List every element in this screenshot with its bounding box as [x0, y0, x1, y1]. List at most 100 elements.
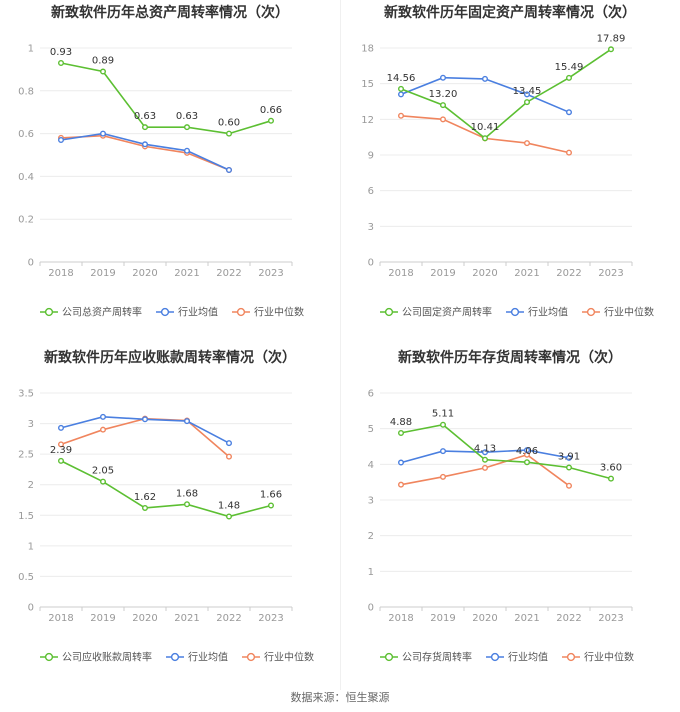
data-label: 13.20: [429, 89, 458, 100]
data-point-avg: [398, 91, 405, 98]
legend-label-median: 行业中位数: [584, 651, 634, 664]
chart-total-asset-turnover: 新致软件历年总资产周转率情况（次） 0 0.2 0.4 0.6 0.8 1 2018 2019…: [0, 0, 340, 345]
x-tick-label: 2021: [174, 613, 199, 624]
data-point-avg: [99, 130, 106, 137]
data-point-avg: [565, 109, 572, 116]
data-point-median: [523, 140, 530, 147]
x-tick-label: 2019: [430, 268, 455, 279]
chart-plot-0: 0 0.2 0.4 0.6 0.8 1 2018 2019 2020 2021 2022 2023 0.…: [18, 44, 304, 319]
legend-label-company: 公司固定资产周转率: [402, 306, 492, 319]
x-tick-label: 2020: [472, 613, 497, 624]
chart-title: 新致软件历年存货周转率情况（次）: [398, 350, 622, 366]
data-point-avg: [183, 418, 190, 425]
data-point-company: [481, 135, 488, 142]
x-tick-label: 2023: [258, 613, 283, 624]
y-tick-label: 0: [28, 603, 34, 614]
legend-marker-median: [566, 652, 576, 662]
x-tick-label: 2022: [556, 613, 581, 624]
y-tick-label: 15: [361, 79, 374, 90]
legend-label-median: 行业中位数: [254, 306, 304, 319]
y-tick-label: 3: [368, 496, 374, 507]
y-tick-label: 4: [368, 460, 374, 471]
chart-fixed-asset-turnover: 新致软件历年固定资产周转率情况（次） 0 3 6 9 12 15 18 2018 2019 202…: [340, 0, 680, 345]
data-point-company: [183, 501, 190, 508]
data-label: 0.63: [176, 111, 198, 122]
series-line-company: [60, 62, 272, 135]
series-line-company: [60, 460, 272, 518]
x-tick-label: 2018: [48, 268, 73, 279]
data-point-company: [523, 99, 530, 106]
y-tick-label: 2: [368, 531, 374, 542]
data-label: 3.91: [558, 452, 580, 463]
data-point-company: [268, 117, 275, 124]
series-line-company: [400, 423, 612, 480]
data-point-avg: [523, 447, 530, 454]
data-label: 1.66: [260, 490, 282, 501]
chart-inventory-turnover: 新致软件历年存货周转率情况（次） 0 1 2 3 4 5 6 2018 2019 2020 2021…: [340, 345, 680, 690]
x-tick-label: 2023: [258, 268, 283, 279]
data-point-median: [565, 482, 572, 489]
data-point-avg: [99, 413, 106, 420]
data-label: 10.41: [471, 122, 500, 133]
data-point-company: [99, 478, 106, 485]
data-point-company: [608, 475, 615, 482]
y-tick-label: 3: [368, 222, 374, 233]
x-tick-label: 2019: [90, 268, 115, 279]
data-point-company: [439, 102, 446, 109]
data-point-avg: [58, 137, 65, 144]
x-tick-label: 2023: [598, 613, 623, 624]
chart-plot-2: 0 0.5 1 1.5 2 2.5 3 3.5 2018 2019 2020 2021 2022 2023…: [18, 389, 314, 664]
data-label: 1.68: [176, 488, 198, 499]
data-label: 17.89: [597, 33, 626, 44]
legend-marker-avg: [510, 307, 520, 317]
chart-plot-1: 0 3 6 9 12 15 18 2018 2019 2020 2021 2022 2023 14.56 1…: [361, 33, 654, 319]
data-point-avg: [141, 416, 148, 423]
series-line-avg: [60, 132, 230, 171]
data-label: 4.88: [390, 417, 412, 428]
y-tick-label: 0.4: [18, 172, 34, 183]
legend-label-avg: 行业均值: [188, 651, 228, 664]
legend-marker-median: [586, 307, 596, 317]
x-tick-label: 2020: [472, 268, 497, 279]
legend-marker-median: [246, 652, 256, 662]
data-label: 15.49: [555, 62, 584, 73]
data-source-footer: 数据来源：恒生聚源: [290, 691, 390, 704]
data-label: 1.48: [218, 501, 240, 512]
y-tick-label: 0.8: [18, 86, 34, 97]
data-point-company: [565, 464, 572, 471]
x-tick-label: 2020: [132, 613, 157, 624]
data-point-avg: [481, 75, 488, 82]
data-point-median: [58, 441, 65, 448]
data-point-avg: [225, 166, 232, 173]
data-point-company: [225, 513, 232, 520]
data-label: 13.45: [513, 86, 542, 97]
data-point-company: [608, 46, 615, 53]
series-line-company: [400, 48, 612, 140]
data-label: 14.56: [387, 73, 416, 84]
y-tick-label: 0.5: [18, 572, 34, 583]
y-tick-label: 6: [368, 186, 374, 197]
data-point-avg: [398, 459, 405, 466]
y-tick-label: 5: [368, 424, 374, 435]
data-point-company: [99, 68, 106, 75]
chart-title: 新致软件历年总资产周转率情况（次）: [51, 5, 289, 21]
data-point-avg: [481, 449, 488, 456]
legend-label-avg: 行业均值: [528, 306, 568, 319]
series-line-avg: [400, 76, 570, 113]
y-tick-label: 3: [28, 419, 34, 430]
data-point-avg: [439, 74, 446, 81]
x-tick-label: 2018: [388, 613, 413, 624]
legend-marker-company: [44, 307, 54, 317]
data-point-avg: [225, 440, 232, 447]
x-tick-label: 2019: [430, 613, 455, 624]
data-point-company: [523, 459, 530, 466]
y-tick-label: 0: [368, 258, 374, 269]
data-point-avg: [183, 147, 190, 154]
y-tick-label: 3.5: [18, 389, 34, 400]
data-point-company: [183, 124, 190, 131]
data-label: 5.11: [432, 409, 454, 420]
legend-marker-company: [384, 652, 394, 662]
data-point-median: [565, 149, 572, 156]
x-tick-label: 2021: [514, 613, 539, 624]
y-tick-label: 0.2: [18, 215, 34, 226]
